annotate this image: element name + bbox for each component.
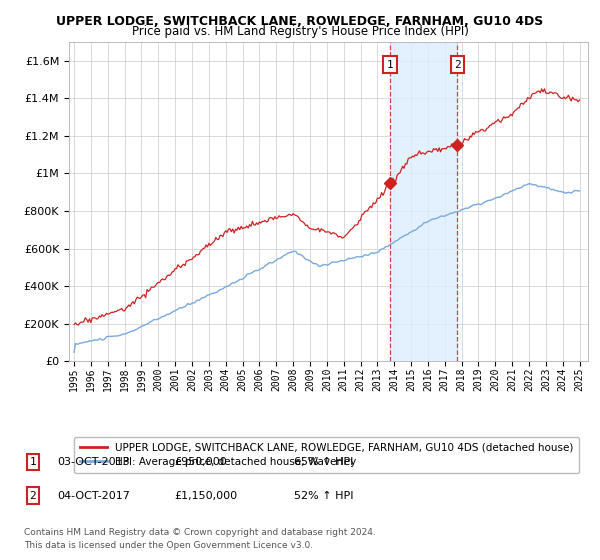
Text: £950,000: £950,000 bbox=[174, 457, 227, 467]
Text: 2: 2 bbox=[454, 59, 461, 69]
Legend: UPPER LODGE, SWITCHBACK LANE, ROWLEDGE, FARNHAM, GU10 4DS (detached house), HPI:: UPPER LODGE, SWITCHBACK LANE, ROWLEDGE, … bbox=[74, 437, 580, 473]
Text: 52% ↑ HPI: 52% ↑ HPI bbox=[294, 491, 353, 501]
Text: £1,150,000: £1,150,000 bbox=[174, 491, 237, 501]
Text: 04-OCT-2017: 04-OCT-2017 bbox=[57, 491, 130, 501]
Text: This data is licensed under the Open Government Licence v3.0.: This data is licensed under the Open Gov… bbox=[24, 541, 313, 550]
Text: 65% ↑ HPI: 65% ↑ HPI bbox=[294, 457, 353, 467]
Bar bbox=[390, 42, 457, 361]
Text: 1: 1 bbox=[29, 457, 37, 467]
Text: UPPER LODGE, SWITCHBACK LANE, ROWLEDGE, FARNHAM, GU10 4DS: UPPER LODGE, SWITCHBACK LANE, ROWLEDGE, … bbox=[56, 15, 544, 27]
Text: Contains HM Land Registry data © Crown copyright and database right 2024.: Contains HM Land Registry data © Crown c… bbox=[24, 529, 376, 538]
Text: 1: 1 bbox=[386, 59, 394, 69]
Text: Price paid vs. HM Land Registry's House Price Index (HPI): Price paid vs. HM Land Registry's House … bbox=[131, 25, 469, 38]
Text: 03-OCT-2013: 03-OCT-2013 bbox=[57, 457, 130, 467]
Text: 2: 2 bbox=[29, 491, 37, 501]
